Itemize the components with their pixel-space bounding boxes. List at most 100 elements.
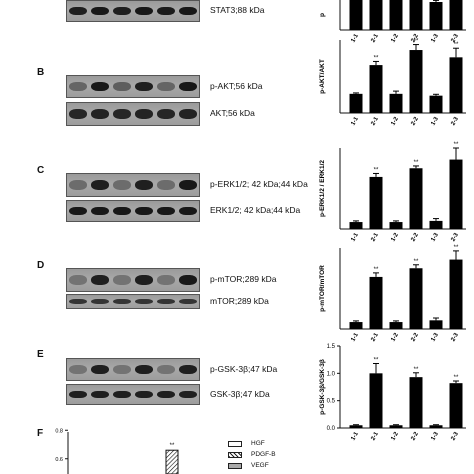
bar xyxy=(449,159,463,229)
x-tick-label: 1-3 xyxy=(430,116,440,127)
legend-swatch-vegf xyxy=(228,462,242,469)
blot-lane xyxy=(135,180,153,190)
significance-label: ** xyxy=(414,160,419,166)
bar xyxy=(349,322,363,329)
blot-lane xyxy=(91,6,109,16)
y-axis-label: p-GSK-3β/GSK-3β xyxy=(319,359,326,415)
x-tick-label: 2-2 xyxy=(410,33,420,44)
bar xyxy=(409,50,423,113)
legend-item-pdgfb: PDGF-B xyxy=(228,449,276,460)
bar xyxy=(349,425,363,428)
blot-lane xyxy=(135,365,153,374)
y-axis-label: p-ERK1/2 / ERK1/2 xyxy=(319,160,326,217)
band-label-p-mtor: p-mTOR;289 kDa xyxy=(210,274,277,284)
blot-lane xyxy=(113,275,131,285)
blot-lane xyxy=(179,390,197,399)
bar xyxy=(389,322,403,329)
bar xyxy=(369,176,383,229)
significance-label-f: ** xyxy=(170,443,175,449)
x-tick-label: 2-3 xyxy=(450,332,460,343)
x-tick-label: 2-2 xyxy=(410,431,420,442)
blot-lane xyxy=(135,390,153,399)
x-tick-label: 1-2 xyxy=(390,232,400,243)
x-tick-label: 1-3 xyxy=(430,33,440,44)
blot-erk xyxy=(66,200,200,222)
blot-lane xyxy=(179,82,197,91)
blot-akt xyxy=(66,102,200,126)
y-tick-label: 1.5 xyxy=(327,344,336,350)
x-tick-label: 1-1 xyxy=(350,232,360,243)
y-tick-label: 0.0 xyxy=(327,426,336,432)
x-tick-label: 2-1 xyxy=(370,332,380,343)
bar xyxy=(349,93,363,113)
blot-lane xyxy=(157,82,175,91)
bar xyxy=(389,93,403,113)
blot-lane xyxy=(113,109,131,119)
x-tick-label: 2-3 xyxy=(450,431,460,442)
legend: HGF PDGF-B VEGF xyxy=(228,438,276,471)
bar xyxy=(429,425,443,428)
blot-lane xyxy=(91,298,109,305)
bar xyxy=(389,425,403,428)
blot-lane xyxy=(179,180,197,190)
bar xyxy=(369,0,383,30)
blot-lane xyxy=(69,180,87,190)
bar xyxy=(349,0,363,30)
blot-lane xyxy=(91,275,109,285)
blot-lane xyxy=(69,206,87,216)
y-tick-label-f: 0.6 xyxy=(55,457,63,463)
panel-letter-d: D xyxy=(37,260,45,271)
significance-label: ** xyxy=(414,259,419,265)
x-tick-label: 1-1 xyxy=(350,431,360,442)
panel-letter-e: E xyxy=(37,349,44,360)
blot-lane xyxy=(69,109,87,119)
blot-lane xyxy=(113,298,131,305)
x-tick-label: 1-2 xyxy=(390,116,400,127)
y-tick-label: 0.5 xyxy=(327,399,336,405)
blot-lane xyxy=(179,298,197,305)
blot-lane xyxy=(135,109,153,119)
band-label-p-akt: p-AKT;56 kDa xyxy=(210,81,263,91)
blot-lane xyxy=(157,275,175,285)
blot-lane xyxy=(135,298,153,305)
bar xyxy=(409,268,423,329)
y-axis-label: p-mTOR/mTOR xyxy=(319,265,326,312)
x-tick-label: 2-3 xyxy=(450,33,460,44)
bar xyxy=(429,320,443,329)
x-tick-label: 1-2 xyxy=(390,33,400,44)
blot-lane xyxy=(135,6,153,16)
band-label-p-erk: p-ERK1/2; 42 kDa;44 kDa xyxy=(210,179,308,189)
bar xyxy=(409,377,423,428)
bar xyxy=(389,0,403,30)
y-axis-label: p-AKT/AKT xyxy=(319,59,326,94)
significance-label: ** xyxy=(374,267,379,273)
blot-lane xyxy=(179,206,197,216)
significance-label: ** xyxy=(454,245,459,251)
y-tick-label: 1.0 xyxy=(327,371,336,377)
panel-letter-c: C xyxy=(37,165,45,176)
x-tick-label: 2-1 xyxy=(370,232,380,243)
bar xyxy=(409,0,423,30)
x-tick-label: 2-2 xyxy=(410,332,420,343)
x-tick-label: 1-3 xyxy=(430,431,440,442)
bar xyxy=(349,222,363,229)
legend-swatch-pdgfb xyxy=(228,451,242,458)
legend-item-vegf: VEGF xyxy=(228,460,276,471)
blot-lane xyxy=(113,180,131,190)
bar xyxy=(449,0,463,30)
x-tick-label: 1-1 xyxy=(350,33,360,44)
panel-letter-b: B xyxy=(37,67,45,78)
blot-lane xyxy=(135,275,153,285)
x-tick-label: 1-2 xyxy=(390,431,400,442)
blot-lane xyxy=(113,390,131,399)
blot-lane xyxy=(157,180,175,190)
x-tick-label: 2-3 xyxy=(450,232,460,243)
x-tick-label: 1-1 xyxy=(350,332,360,343)
blot-lane xyxy=(157,298,175,305)
blot-lane xyxy=(91,206,109,216)
significance-label: ** xyxy=(454,375,459,381)
blot-lane xyxy=(157,109,175,119)
y-axis-label: p xyxy=(319,13,326,17)
significance-label: ** xyxy=(374,357,379,363)
blot-lane xyxy=(69,390,87,399)
